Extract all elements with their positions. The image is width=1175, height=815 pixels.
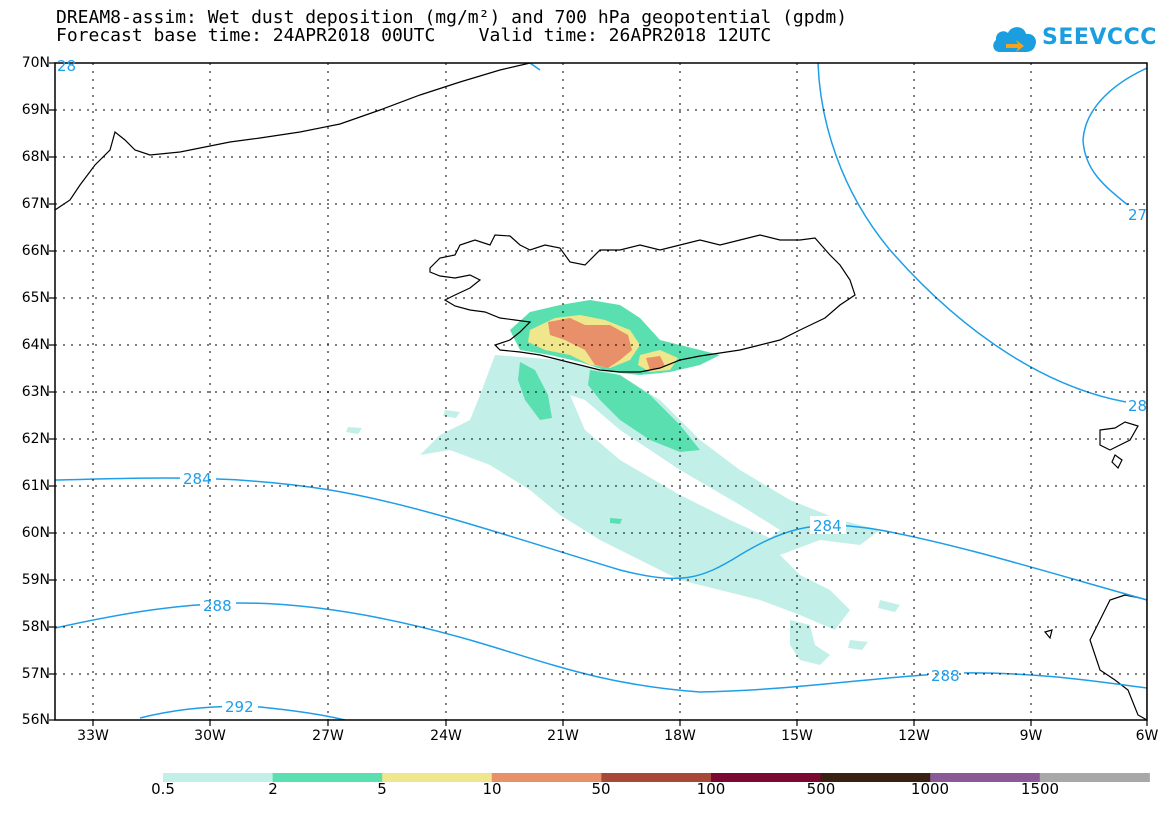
lat-label: 58N xyxy=(21,619,50,635)
dust-shading-light xyxy=(346,355,900,665)
contour-label: 28 xyxy=(57,57,76,75)
colorbar-swatch xyxy=(711,773,822,782)
lon-label: 12W xyxy=(898,728,930,744)
lat-label: 67N xyxy=(21,196,50,212)
lon-label: 33W xyxy=(77,728,109,744)
graticule xyxy=(55,63,1147,720)
lat-label: 68N xyxy=(21,149,50,165)
contour-label: 28 xyxy=(1128,397,1147,415)
lat-label: 62N xyxy=(21,431,50,447)
lat-label: 65N xyxy=(21,290,50,306)
dust-gap xyxy=(570,395,780,538)
colorbar-label: 1000 xyxy=(910,780,950,798)
lon-label: 24W xyxy=(430,728,462,744)
contour-label: 292 xyxy=(225,698,254,716)
colorbar-swatch xyxy=(601,773,712,782)
seevccc-logo: SEEVCCC xyxy=(990,22,1156,56)
colorbar-swatch xyxy=(272,773,383,782)
coastlines xyxy=(55,63,1147,720)
lat-label: 60N xyxy=(21,525,50,541)
colorbar-swatch xyxy=(820,773,931,782)
lat-label: 64N xyxy=(21,337,50,353)
contour-label: 288 xyxy=(203,597,232,615)
colorbar-swatch xyxy=(163,773,274,782)
contour-label: 27 xyxy=(1128,206,1147,224)
colorbar-label: 2 xyxy=(268,780,278,798)
lat-label: 69N xyxy=(21,102,50,118)
cloud-icon xyxy=(993,27,1036,52)
lat-label: 66N xyxy=(21,243,50,259)
colorbar-label: 10 xyxy=(482,780,502,798)
map-subtitle: Forecast base time: 24APR2018 00UTC Vali… xyxy=(56,25,772,46)
colorbar xyxy=(163,773,1150,782)
lon-label: 15W xyxy=(781,728,813,744)
lat-label: 57N xyxy=(21,666,50,682)
lon-label: 27W xyxy=(312,728,344,744)
lat-label: 56N xyxy=(21,712,50,728)
colorbar-swatch xyxy=(1039,773,1150,782)
logo-text: SEEVCCC xyxy=(1042,25,1157,50)
colorbar-label: 100 xyxy=(696,780,726,798)
map-title: DREAM8-assim: Wet dust deposition (mg/m²… xyxy=(56,7,848,28)
colorbar-label: 5 xyxy=(377,780,387,798)
colorbar-swatch xyxy=(930,773,1041,782)
dust-shading-orange xyxy=(548,318,665,370)
colorbar-label: 500 xyxy=(806,780,836,798)
lon-label: 6W xyxy=(1135,728,1159,744)
lat-label: 61N xyxy=(21,478,50,494)
colorbar-swatch xyxy=(382,773,493,782)
colorbar-label: 50 xyxy=(591,780,611,798)
lon-label: 30W xyxy=(194,728,226,744)
lat-label: 70N xyxy=(21,55,50,71)
lat-label: 63N xyxy=(21,384,50,400)
colorbar-swatch xyxy=(491,773,602,782)
lon-label: 21W xyxy=(547,728,579,744)
colorbar-label: 1500 xyxy=(1020,780,1060,798)
contour-label: 284 xyxy=(813,517,842,535)
lat-label: 59N xyxy=(21,572,50,588)
contour-label: 284 xyxy=(183,470,212,488)
contour-label: 288 xyxy=(931,667,960,685)
lon-label: 9W xyxy=(1019,728,1043,744)
colorbar-label: 0.5 xyxy=(151,780,175,798)
lon-label: 18W xyxy=(664,728,696,744)
